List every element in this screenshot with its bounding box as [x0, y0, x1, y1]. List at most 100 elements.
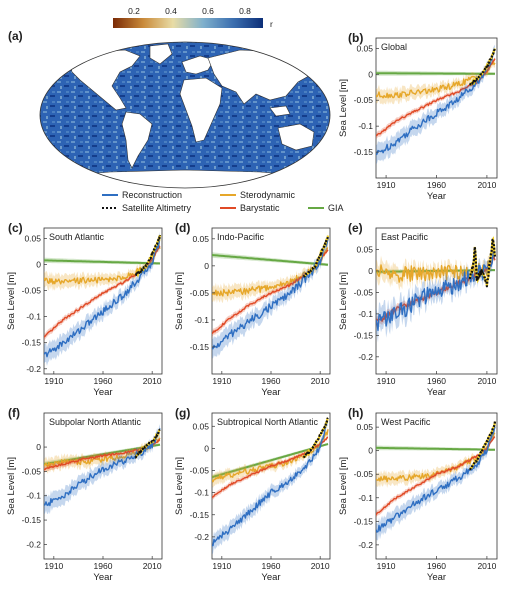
chart-panel: (h) 1910 1960 2010 -0.2 -0.15 -0.1 -0.05 0 0.05 We… [338, 406, 498, 583]
series-satellite-altimetry [302, 417, 329, 459]
chart-panel: (e) 1910 1960 2010 -0.2 -0.15 -0.1 -0.05 0 0.05 Ea… [338, 221, 498, 398]
y-tick-label: -0.15 [354, 147, 374, 157]
plot-frame [375, 37, 498, 179]
y-tick-label: 0.05 [192, 234, 209, 244]
x-tick-label: 2010 [143, 561, 162, 571]
y-tick-label: 0 [368, 446, 373, 456]
plot-area [212, 417, 329, 554]
y-tick-label: -0.15 [22, 515, 42, 525]
series-satellite-altimetry [302, 235, 330, 278]
landmass-africa [179, 77, 223, 143]
plot-area [376, 236, 497, 343]
plot-frame [43, 227, 163, 375]
plot-area [376, 421, 497, 541]
x-tick-label: 2010 [477, 561, 496, 571]
x-tick-label: 2010 [311, 561, 330, 571]
landmass-south-america [121, 111, 153, 169]
band-reconstruction [212, 234, 328, 359]
colorbar-tick: 0.2 [128, 6, 140, 16]
x-axis-label: Year [93, 387, 112, 398]
x-tick-label: 1960 [427, 561, 446, 571]
series-gia [212, 443, 329, 479]
plot-frame [211, 227, 331, 375]
y-tick-label: 0.05 [356, 422, 373, 432]
band-barystatic [376, 435, 495, 518]
panel-label: (e) [348, 221, 363, 235]
x-tick-label: 1910 [44, 561, 63, 571]
band-sterodynamic [44, 242, 160, 291]
y-tick-label: 0.05 [24, 233, 41, 243]
colorbar-tick: 0.4 [165, 6, 177, 16]
y-tick-label: -0.1 [358, 309, 373, 319]
y-axis-label: Sea Level [m] [174, 457, 185, 515]
panel-label: (b) [348, 31, 363, 45]
chart-title: West Pacific [381, 417, 431, 427]
y-tick-label: -0.2 [194, 532, 209, 542]
y-axis-label: Sea Level [m] [338, 272, 349, 330]
y-tick-label: -0.1 [358, 493, 373, 503]
x-tick-label: 1960 [427, 180, 446, 190]
band-barystatic [212, 436, 328, 500]
legend-label-sterodynamic: Sterodynamic [240, 190, 296, 200]
plot-frame [375, 227, 498, 375]
chart-panel: (g) 1910 1960 2010 -0.2 -0.15 -0.1 -0.05 0 0.05 Su… [174, 406, 331, 583]
series-reconstruction [212, 239, 329, 350]
band-barystatic [44, 438, 160, 473]
y-tick-label: -0.15 [22, 338, 42, 348]
series-gia [212, 254, 329, 266]
y-axis-label: Sea Level [m] [6, 272, 17, 330]
legend-label-gia: GIA [328, 203, 344, 213]
x-tick-label: 2010 [477, 180, 496, 190]
chart-title: Subpolar North Atlantic [49, 417, 142, 427]
legend-label-altimetry: Satellite Altimetry [122, 203, 192, 213]
legend-label-reconstruction: Reconstruction [122, 190, 182, 200]
series-satellite-altimetry [469, 48, 497, 86]
x-tick-label: 1910 [377, 376, 396, 386]
y-tick-label: 0 [36, 260, 41, 270]
y-axis-label: Sea Level [m] [6, 457, 17, 515]
y-tick-label: -0.15 [354, 330, 374, 340]
x-tick-label: 1960 [262, 561, 281, 571]
x-tick-label: 1960 [262, 376, 281, 386]
y-tick-label: -0.1 [194, 488, 209, 498]
y-tick-label: 0.05 [356, 244, 373, 254]
y-tick-label: -0.15 [190, 510, 210, 520]
x-axis-label: Year [93, 572, 112, 583]
chart-panel: (d) 1910 1960 2010 -0.15 -0.1 -0.05 0 0.05 Indo-P… [174, 221, 331, 398]
chart-panel: (b) 1910 1960 2010 -0.15 -0.1 -0.05 0 0.05 Global… [338, 31, 498, 202]
x-tick-label: 1910 [212, 376, 231, 386]
y-tick-label: 0 [368, 69, 373, 79]
series-satellite-altimetry [468, 238, 497, 288]
plot-area [376, 44, 497, 164]
series-gia [44, 259, 161, 265]
panel-label: (g) [175, 406, 190, 420]
series-reconstruction [376, 426, 496, 533]
x-axis-label: Year [427, 572, 446, 583]
x-tick-label: 1960 [427, 376, 446, 386]
plot-frame [375, 412, 498, 560]
y-tick-label: -0.05 [22, 466, 42, 476]
y-tick-label: -0.2 [26, 364, 41, 374]
y-axis-label: Sea Level [m] [338, 457, 349, 515]
x-tick-label: 1910 [44, 376, 63, 386]
panel-label: (h) [348, 406, 363, 420]
landmass-australia [277, 123, 315, 151]
y-tick-label: -0.2 [358, 352, 373, 362]
plot-area [44, 424, 161, 515]
y-tick-label: -0.1 [26, 312, 41, 322]
landmass-greenland [149, 43, 173, 65]
y-tick-label: -0.05 [354, 95, 374, 105]
y-tick-label: -0.05 [22, 286, 42, 296]
panel-label: (d) [175, 221, 190, 235]
series-gia [376, 72, 495, 75]
y-tick-label: 0 [368, 266, 373, 276]
colorbar: 0.2 0.4 0.6 0.8 r [113, 6, 273, 29]
y-tick-label: 0.05 [356, 43, 373, 53]
y-tick-label: -0.1 [26, 491, 41, 501]
plot-frame [43, 412, 163, 560]
legend: Reconstruction Sterodynamic Satellite Al… [102, 190, 344, 213]
colorbar-gradient [113, 18, 263, 28]
series-satellite-altimetry [468, 421, 497, 471]
chart-panels: (b) 1910 1960 2010 -0.15 -0.1 -0.05 0 0.05 Global… [6, 31, 498, 583]
